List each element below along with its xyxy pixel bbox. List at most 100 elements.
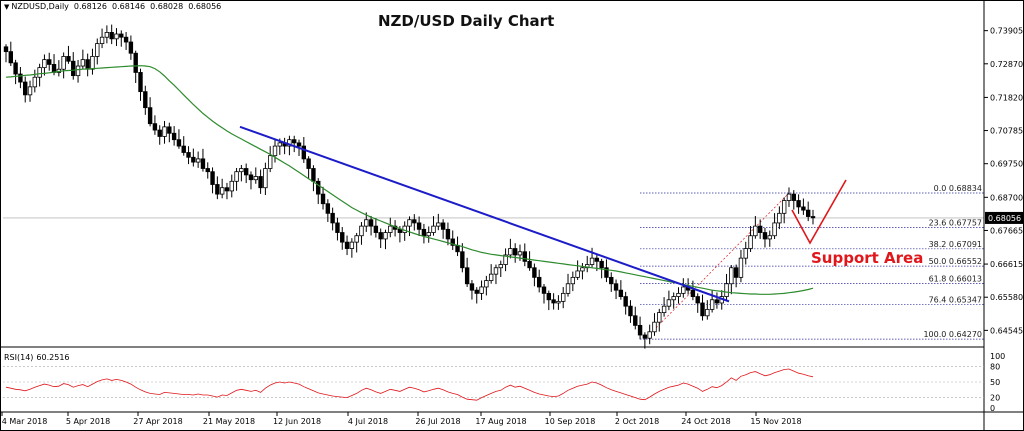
price-tick-label: 0.73905 [990, 27, 1023, 36]
candle-bull [61, 56, 66, 70]
candle-bear [527, 260, 532, 269]
current-price-label: 0.68056 [988, 214, 1021, 223]
fib-level-label: 100.0 0.64270 [923, 330, 982, 339]
candle-bear [186, 152, 191, 158]
candle-bear [23, 81, 28, 96]
candle-bear [301, 145, 307, 160]
candle-bull [479, 286, 484, 294]
candle-bear [464, 267, 470, 285]
candle-bear [546, 292, 552, 301]
candle-bear [469, 283, 475, 291]
candle-bull [666, 299, 672, 307]
candle-bear [733, 267, 739, 278]
candle-bear [450, 238, 455, 246]
price-tick-label: 0.68700 [990, 193, 1023, 202]
candle-bear [421, 228, 427, 237]
candle-bear [320, 193, 326, 205]
candle-bear [373, 225, 379, 233]
candle-bear [714, 299, 720, 304]
arrow-annotation [791, 179, 847, 245]
candle-bear [642, 334, 648, 339]
rsi-tick-label: 50 [990, 378, 1000, 387]
candle-bull [647, 331, 652, 339]
candle-bear [138, 72, 143, 93]
candle-bear [167, 126, 172, 134]
candle-bull [681, 286, 686, 294]
support-area-label: Support Area [811, 249, 924, 267]
rsi-tick-label: 20 [990, 394, 1000, 403]
candle-bull [503, 254, 508, 265]
candle-bear [18, 73, 23, 83]
candle-bull [219, 187, 225, 195]
candle-bear [801, 206, 806, 211]
candle-bear [243, 168, 249, 176]
candle-bull [786, 193, 792, 201]
close-value: 0.68056 [188, 2, 222, 11]
candle-bear [594, 257, 600, 262]
candle-bear [152, 123, 158, 131]
price-tick-label: 0.70785 [990, 127, 1023, 136]
candle-bear [292, 139, 297, 144]
candle-bull [498, 264, 503, 269]
candle-bear [637, 324, 643, 336]
rsi-header: RSI(14) 60.2516 [4, 353, 73, 362]
candle-bear [311, 168, 316, 182]
time-tick-label: 24 Oct 2018 [681, 417, 730, 426]
candle-bear [258, 176, 263, 189]
high-value: 0.68146 [112, 2, 146, 11]
candle-bear [191, 156, 196, 163]
candle-bull [383, 232, 388, 240]
candle-bull [431, 225, 436, 233]
time-axis: 14 Mar 2018 5 Apr 2018 27 Apr 2018 21 May 2… [0, 412, 802, 426]
candle-bear [47, 59, 52, 65]
candle-bear [147, 107, 153, 125]
candle-bear [316, 180, 321, 195]
price-tick-label: 0.71820 [990, 93, 1023, 102]
candle-bull [753, 225, 758, 237]
candle-bear [695, 296, 700, 304]
candle-bear [51, 64, 57, 73]
candle-bull [277, 142, 283, 147]
candle-bear [66, 56, 71, 62]
rsi-tick-label: 80 [990, 362, 1000, 371]
candle-bull [407, 219, 412, 227]
candle-bear [522, 251, 527, 262]
candle-bull [114, 33, 119, 40]
candle-bull [75, 65, 81, 77]
time-tick-label: 10 Sep 2018 [545, 417, 596, 426]
candle-bull [724, 283, 729, 297]
candle-bull [676, 292, 681, 297]
candle-bear [609, 276, 614, 285]
chart-title: NZD/USD Daily Chart [378, 12, 555, 30]
candle-bear [618, 289, 624, 297]
candle-bear [757, 225, 763, 233]
candle-bear [181, 145, 186, 153]
candle-bull [99, 36, 105, 45]
candle-bear [224, 187, 230, 192]
candle-bull [42, 59, 47, 69]
candle-bull [570, 276, 576, 285]
candle-bull [95, 43, 100, 57]
candle-bull [661, 305, 667, 313]
candle-bull [517, 251, 523, 256]
trendline-layer [239, 125, 730, 303]
candle-bull [104, 32, 110, 38]
rsi-value: 60.2516 [36, 353, 70, 362]
candle-bear [119, 33, 124, 38]
price-tick-label: 0.72870 [990, 60, 1023, 69]
candle-bull [27, 86, 33, 96]
candle-bear [604, 267, 609, 278]
candle-bull [32, 76, 38, 88]
time-tick-label: 2 Oct 2018 [615, 417, 659, 426]
candle-bear [613, 283, 619, 291]
rsi-name: RSI(14) [4, 353, 34, 362]
dropdown-triangle-icon[interactable]: ▼ [4, 3, 10, 11]
candle-bull [585, 264, 590, 269]
candle-bear [623, 296, 628, 307]
time-tick-label: 4 Jul 2018 [348, 417, 388, 426]
chart-header: ▼ NZDUSD,Daily 0.68126 0.68146 0.68028 0.6805… [4, 2, 226, 11]
rsi-tick-label: 0 [990, 404, 995, 413]
